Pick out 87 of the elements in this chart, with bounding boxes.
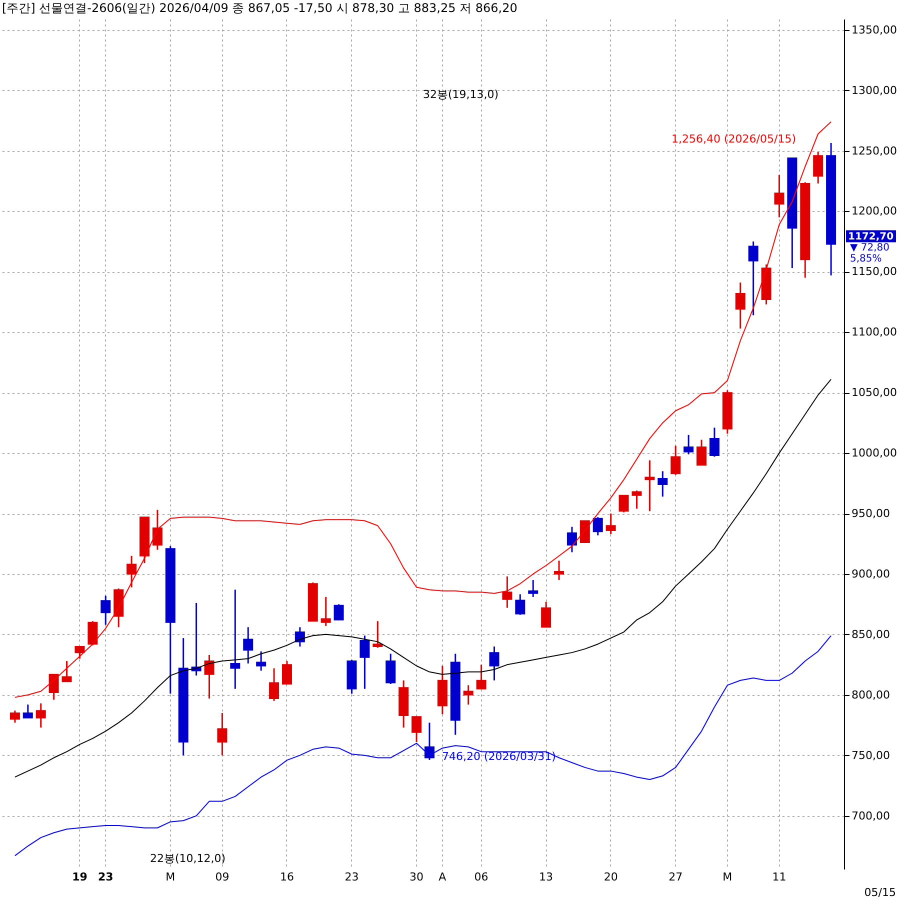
candlestick <box>48 674 59 700</box>
y-tick-label: 700,00 <box>852 809 890 822</box>
x-tick-label: 11 <box>772 870 786 884</box>
candlestick <box>217 712 228 756</box>
y-tick-label: 1050,00 <box>852 386 897 400</box>
candlestick <box>696 439 707 466</box>
x-tick-label: 09 <box>215 870 230 884</box>
candlestick <box>748 240 758 316</box>
y-tick-label: 1000,00 <box>852 446 897 460</box>
candlestick <box>88 620 98 646</box>
candlestick <box>424 722 434 761</box>
x-tick-label: 30 <box>410 870 424 884</box>
x-tick-label: M <box>722 870 732 884</box>
x-tick-label: 06 <box>474 870 488 884</box>
candlestick <box>62 660 72 682</box>
y-tick-label: 950,00 <box>852 507 890 520</box>
text: 1172,70 <box>848 231 894 242</box>
candlestick <box>269 668 280 702</box>
line-series <box>14 378 832 778</box>
text: 05/15 <box>864 886 896 899</box>
candlestick <box>126 555 137 588</box>
candlestick <box>320 596 331 627</box>
candlestick <box>670 445 681 476</box>
y-tick-label: 800,00 <box>852 688 890 702</box>
candlestick <box>256 650 266 672</box>
candlestick <box>22 704 33 719</box>
chart-title: [주간] 선물연결-2606(일간) 2026/04/09 종 867,05 -17,50 시 878,30 고 883,25 저 866,20 <box>2 1 518 15</box>
candlestick <box>658 470 668 498</box>
candlestick <box>100 594 111 626</box>
annotation: 32봉(19,13,0) <box>423 88 499 101</box>
candlestick <box>580 520 590 544</box>
candlestick <box>463 684 474 706</box>
x-tick-label: 23 <box>344 870 359 884</box>
candlestick <box>528 579 538 598</box>
y-tick-label: 1100,00 <box>852 326 897 339</box>
candlestick <box>334 603 344 621</box>
line-series <box>14 121 832 698</box>
x-tick-label: 16 <box>280 870 294 884</box>
candlestick <box>386 653 396 685</box>
candlestick <box>230 588 240 690</box>
y-tick-label: 750,00 <box>852 748 890 762</box>
x-tick-label: 19 <box>72 870 88 884</box>
x-tick-label: M <box>166 870 176 884</box>
y-tick-label: 900,00 <box>852 567 890 580</box>
y-tick-label: 1350,00 <box>852 23 897 36</box>
candlestick <box>592 516 603 536</box>
candlestick <box>813 151 824 184</box>
x-tick-label: A <box>438 870 447 884</box>
candlestick <box>204 654 214 700</box>
y-tick-label: 1250,00 <box>852 144 897 158</box>
annotation: 22봉(10,12,0) <box>150 852 226 865</box>
candlestick <box>476 664 486 690</box>
text: 5,85% <box>850 253 882 264</box>
y-tick-label: 1200,00 <box>852 204 897 218</box>
candlestick <box>554 560 564 581</box>
y-tick-label: 850,00 <box>852 628 890 641</box>
candlestick <box>541 601 552 628</box>
x-tick-label: 27 <box>668 870 683 884</box>
candlestick <box>774 174 784 218</box>
candlestick <box>566 526 577 553</box>
x-tick-label: 23 <box>98 870 114 884</box>
annotation: 746,20 (2026/03/31) <box>442 750 556 763</box>
candlestick <box>74 646 85 660</box>
candlestick <box>606 512 616 535</box>
x-tick-label: 13 <box>539 870 554 884</box>
candlestick <box>515 593 526 616</box>
candlestick <box>709 426 720 458</box>
annotation: 1,256,40 (2026/05/15) <box>672 132 796 146</box>
candlestick <box>618 494 629 514</box>
y-tick-label: 1300,00 <box>852 84 897 97</box>
candlestick <box>36 702 46 728</box>
text: ▼ 72,80 <box>850 242 890 254</box>
candlestick <box>502 576 512 609</box>
candlestick <box>360 634 370 690</box>
candlestick <box>735 282 746 330</box>
candlestick <box>372 620 383 648</box>
candlestick <box>632 490 642 510</box>
candlestick <box>412 716 422 743</box>
candlestick <box>243 626 254 664</box>
candlestick <box>10 710 20 724</box>
candlestick <box>489 646 500 682</box>
candlestick <box>684 434 694 456</box>
y-tick-label: 1150,00 <box>852 265 897 278</box>
candlestick <box>152 509 162 551</box>
candlestick <box>644 460 655 512</box>
candlestick <box>282 660 292 685</box>
x-tick-label: 20 <box>604 870 618 884</box>
